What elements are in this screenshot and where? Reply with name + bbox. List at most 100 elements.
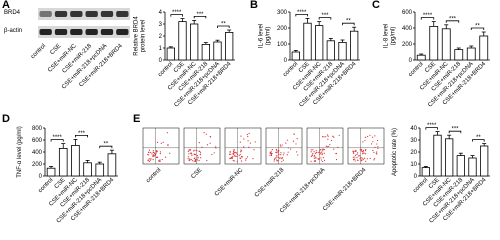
flow-dot (354, 160, 356, 162)
flow-dot (160, 142, 162, 144)
significance-bracket (470, 27, 485, 30)
flow-dot (320, 159, 323, 161)
flow-dot (150, 158, 152, 160)
flow-dot (373, 159, 375, 161)
flow-dot (269, 154, 271, 157)
blot-band (100, 11, 114, 17)
significance-label: ** (103, 142, 108, 148)
flow-dot (238, 154, 240, 157)
flow-dot (361, 150, 363, 153)
flow-dot (235, 152, 238, 154)
flow-dot (315, 157, 317, 159)
panel-letter: E (133, 113, 140, 125)
bar (58, 147, 68, 177)
significance-label: **** (427, 123, 437, 129)
flow-dot (278, 157, 281, 159)
flow-dot (327, 138, 329, 140)
flow-dot (230, 157, 232, 159)
flow-dot (241, 156, 244, 158)
flow-dot (276, 150, 278, 152)
flow-dot (326, 146, 328, 148)
flow-plot-label: CSE+miR-NC (214, 167, 245, 198)
flow-dot (286, 154, 288, 156)
flow-dot (352, 156, 354, 158)
flow-dot (232, 156, 234, 158)
flow-dot (322, 156, 324, 159)
flow-dot (248, 132, 250, 135)
y-tick-label: 2 (159, 34, 163, 40)
panel-letter: A (2, 0, 10, 11)
flow-dot (327, 135, 329, 137)
flow-dot (312, 149, 314, 151)
flow-dot (187, 156, 190, 158)
significance-label: **** (172, 10, 182, 16)
y-axis-label: protein level (141, 20, 147, 52)
bar (479, 35, 489, 61)
flow-dot (321, 154, 323, 156)
flow-dot (158, 159, 160, 162)
y-tick-label: 600 (32, 138, 43, 144)
flow-dot (292, 140, 295, 142)
y-axis-label: IL-6 level (259, 24, 265, 48)
flow-dot (154, 152, 156, 155)
flow-dot (206, 144, 209, 146)
flow-dot (355, 150, 357, 152)
flow-dot (362, 149, 365, 152)
flow-dot (211, 153, 213, 156)
flow-dot (206, 159, 208, 162)
y-axis-label: Apoptotic rate (%) (392, 128, 398, 176)
flow-dot (215, 147, 217, 149)
flow-dot (193, 153, 195, 155)
flow-dot (194, 149, 196, 151)
flow-dot (296, 137, 298, 140)
flow-dot (270, 152, 273, 155)
flow-dot (372, 149, 374, 152)
bar (350, 30, 359, 61)
flow-dot (232, 159, 234, 162)
flow-dot (152, 151, 155, 154)
flow-dot (249, 142, 251, 144)
flow-dot (320, 157, 322, 159)
flow-dot (322, 136, 324, 138)
flow-dot (365, 153, 367, 155)
flow-dot (155, 156, 158, 158)
flow-dot (362, 141, 364, 143)
flow-dot (205, 133, 207, 135)
flow-dot (313, 155, 315, 157)
flow-dot (314, 152, 317, 154)
y-axis-label: Relative BRD4 (134, 16, 140, 56)
flow-dot (254, 141, 256, 143)
flow-dot (187, 150, 189, 153)
flow-dot (366, 158, 368, 160)
flow-dot (234, 155, 236, 157)
flow-dot (325, 136, 327, 138)
flow-dot (373, 151, 375, 154)
flow-dot (332, 135, 334, 137)
significance-bracket (318, 17, 332, 20)
flow-dot (354, 154, 357, 156)
flow-plot (265, 127, 303, 165)
flow-dot (147, 160, 149, 162)
y-tick-label: 0 (284, 58, 288, 64)
flow-dot (194, 158, 197, 161)
significance-label: *** (451, 127, 459, 133)
flow-dot (376, 139, 379, 142)
y-axis-label: IL-8 level (384, 24, 390, 48)
significance-label: **** (297, 10, 307, 16)
flow-plot-label: CSE+miR-218+pcDNA (279, 167, 326, 214)
blot-band (116, 11, 129, 17)
significance-bracket (420, 17, 435, 20)
flow-dot (356, 156, 358, 159)
flow-dot (162, 141, 164, 143)
flow-dot (362, 153, 364, 155)
blot-band (54, 11, 68, 17)
y-tick-label: 200 (402, 42, 413, 48)
flow-dot (246, 156, 249, 158)
flow-dot (196, 154, 198, 157)
flow-dot (287, 147, 289, 149)
flow-dot (232, 150, 235, 153)
flow-dot (313, 157, 315, 159)
significance-label: *** (321, 13, 329, 19)
flow-dot (360, 149, 362, 151)
flow-dot (152, 150, 154, 152)
